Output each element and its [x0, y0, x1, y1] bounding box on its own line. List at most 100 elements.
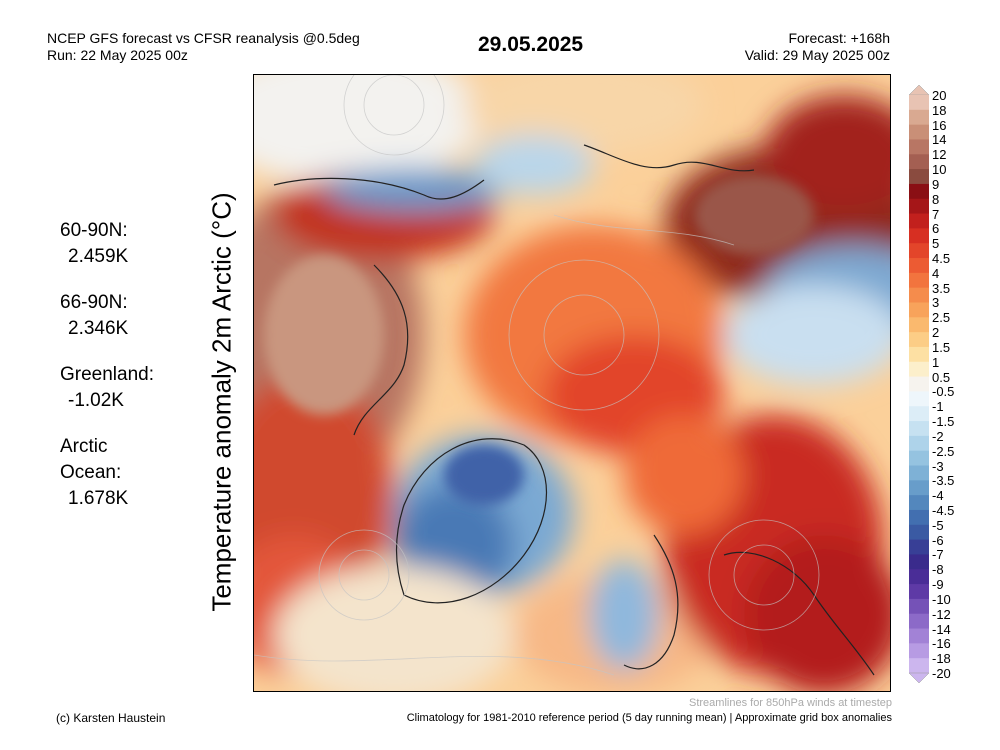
stat-60-90n: 60-90N: 2.459K: [60, 218, 160, 270]
stat-name: Arctic Ocean:: [60, 436, 122, 483]
stat-greenland: Greenland: -1.02K: [60, 362, 160, 414]
map-axis-label: Temperature anomaly 2m Arctic (°C): [206, 192, 237, 612]
colorbar-segment: [909, 361, 929, 378]
colorbar-tick-label: 4.5: [932, 251, 951, 267]
colorbar-tick-label: 16: [932, 117, 947, 133]
colorbar-segment: [909, 539, 929, 555]
colorbar-segment: [909, 95, 929, 111]
colorbar-tick-label: 8: [932, 191, 940, 207]
coastlines: [273, 144, 875, 676]
colorbar-svg: [908, 84, 930, 684]
colorbar-tick-label: 5: [932, 236, 940, 252]
stat-name: 66-90N:: [60, 292, 128, 313]
colorbar-segment: [909, 287, 929, 303]
regional-stats: 60-90N: 2.459K 66-90N: 2.346K Greenland:…: [60, 218, 160, 532]
colorbar-tick-label: 3: [932, 295, 940, 311]
run-label: Run: 22 May 2025 00z: [47, 47, 188, 63]
colorbar-tick-label: -2.5: [932, 443, 955, 459]
colorbar-tick-label: 14: [932, 132, 947, 148]
colorbar-tick-label: -1: [932, 399, 944, 415]
forecast-block: Forecast: +168h Valid: 29 May 2025 00z: [745, 30, 890, 64]
wind-streamlines: [254, 75, 820, 676]
colorbar-tick-label: 20: [932, 88, 947, 103]
colorbar-tick-label: -0.5: [932, 384, 955, 400]
title-block: NCEP GFS forecast vs CFSR reanalysis @0.…: [47, 30, 360, 64]
anomaly-map: [253, 74, 891, 692]
colorbar-segment: [909, 643, 929, 659]
anomaly-field: [254, 75, 890, 691]
colorbar-tick-label: 2: [932, 325, 940, 341]
colorbar-segment: [909, 406, 929, 422]
colorbar-segment: [909, 154, 929, 170]
colorbar-tick-label: -2: [932, 428, 944, 444]
colorbar-tick-label: 4: [932, 265, 940, 281]
stat-66-90n: 66-90N: 2.346K: [60, 290, 160, 342]
colorbar-segment: [909, 139, 929, 155]
colorbar-tick-label: -4.5: [932, 502, 955, 518]
colorbar-segment: [909, 124, 929, 140]
colorbar: [908, 84, 930, 684]
colorbar-tick-label: 1.5: [932, 339, 951, 355]
colorbar-tick-label: -7: [932, 547, 944, 563]
streamlines-note: Streamlines for 850hPa winds at timestep: [689, 697, 892, 709]
colorbar-segment: [909, 509, 929, 526]
colorbar-tick-label: 12: [932, 147, 947, 163]
colorbar-tick-label: 1: [932, 354, 940, 370]
colorbar-segment: [909, 584, 929, 600]
colorbar-tick-label: 18: [932, 102, 947, 118]
colorbar-tick-label: -20: [932, 666, 951, 681]
colorbar-top-arrow: [908, 84, 930, 96]
colorbar-segment: [909, 569, 929, 585]
colorbar-segment: [909, 613, 929, 630]
credit-text: (c) Karsten Haustein: [56, 711, 166, 725]
colorbar-segment: [909, 495, 929, 511]
stat-value: 2.346K: [68, 318, 129, 339]
colorbar-segment: [909, 421, 929, 437]
stat-name: 60-90N:: [60, 220, 128, 241]
colorbar-tick-label: -1.5: [932, 414, 955, 430]
colorbar-tick-label: 3.5: [932, 280, 951, 296]
anomaly-detail: [264, 175, 814, 505]
colorbar-tick-label: 10: [932, 162, 947, 178]
colorbar-tick-label: -8: [932, 562, 944, 578]
colorbar-bottom-arrow: [908, 672, 930, 684]
colorbar-segment: [909, 302, 929, 318]
colorbar-segment: [909, 332, 929, 348]
colorbar-tick-label: 2.5: [932, 310, 951, 326]
colorbar-tick-label: -4: [932, 488, 944, 504]
colorbar-segment: [909, 109, 929, 126]
colorbar-tick-label: -14: [932, 621, 951, 637]
colorbar-segment: [909, 435, 929, 452]
colorbar-tick-label: 0.5: [932, 369, 951, 385]
colorbar-tick-label: -12: [932, 606, 951, 622]
colorbar-segment: [909, 376, 929, 392]
colorbar-segment: [909, 524, 929, 541]
colorbar-segment: [909, 480, 929, 496]
colorbar-tick-label: 7: [932, 206, 940, 222]
colorbar-segment: [909, 554, 929, 570]
valid-date: 29.05.2025: [478, 33, 584, 56]
colorbar-tick-label: -18: [932, 651, 951, 667]
colorbar-segment: [909, 346, 929, 363]
valid-time: Valid: 29 May 2025 00z: [744, 47, 890, 63]
colorbar-tick-label: -5: [932, 517, 944, 533]
colorbar-segment: [909, 317, 929, 333]
colorbar-segment: [909, 198, 929, 215]
colorbar-segment: [909, 228, 929, 244]
colorbar-tick-label: -16: [932, 636, 951, 652]
colorbar-tick-label: 6: [932, 221, 940, 237]
colorbar-segment: [909, 391, 929, 407]
colorbar-segment: [909, 658, 929, 674]
colorbar-tick-label: 9: [932, 176, 940, 192]
colorbar-tick-label: -9: [932, 577, 944, 593]
colorbar-segment: [909, 598, 929, 615]
colorbar-segment: [909, 450, 929, 467]
colorbar-tick-label: -6: [932, 532, 944, 548]
colorbar-segment: [909, 465, 929, 481]
stat-value: 1.678K: [68, 488, 129, 509]
colorbar-segment: [909, 169, 929, 185]
anomaly-map-svg: [254, 75, 890, 691]
colorbar-tick-label: -3.5: [932, 473, 955, 489]
colorbar-tick-label: -10: [932, 591, 951, 607]
stat-value: -1.02K: [68, 390, 124, 411]
